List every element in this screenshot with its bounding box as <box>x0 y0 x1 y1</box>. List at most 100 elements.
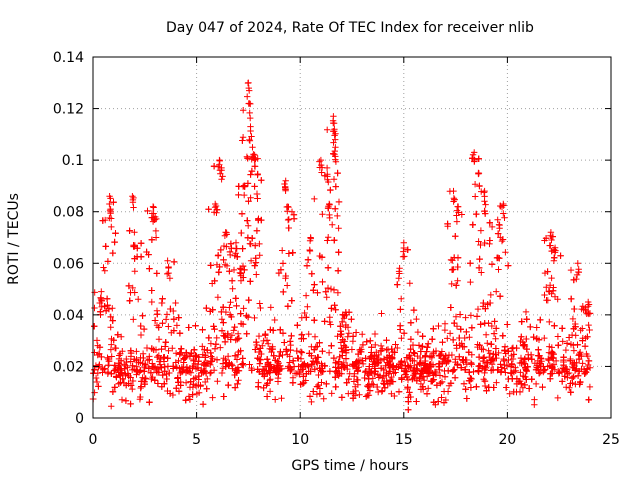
data-point <box>334 169 341 177</box>
data-point <box>444 220 451 228</box>
data-point <box>492 345 500 352</box>
data-point <box>456 334 463 342</box>
data-point <box>275 370 282 378</box>
data-point <box>182 354 189 361</box>
data-point <box>442 352 449 360</box>
data-point <box>355 350 362 358</box>
data-point <box>314 343 321 350</box>
data-point <box>484 340 491 347</box>
y-axis-label: ROTI / TECUs <box>6 193 22 285</box>
data-point <box>489 355 496 363</box>
data-point <box>239 137 246 144</box>
data-point <box>419 383 426 390</box>
data-point <box>581 343 589 350</box>
data-point <box>352 383 359 390</box>
data-point <box>420 373 427 380</box>
data-point <box>244 180 252 187</box>
data-point <box>541 291 548 299</box>
data-point <box>148 345 155 352</box>
data-point <box>109 388 117 395</box>
data-point <box>323 380 330 388</box>
data-point <box>285 224 292 232</box>
data-point <box>409 357 416 364</box>
data-point <box>435 398 442 405</box>
plot-frame <box>92 56 612 419</box>
data-point <box>300 335 307 342</box>
data-point <box>460 380 468 387</box>
data-point <box>339 336 346 343</box>
data-point <box>484 301 491 308</box>
data-point <box>199 401 207 408</box>
data-point <box>114 331 121 338</box>
data-point <box>438 378 446 386</box>
data-point <box>274 378 282 385</box>
data-point <box>263 393 271 400</box>
data-point <box>366 387 374 394</box>
data-point <box>500 357 508 365</box>
data-point <box>218 316 226 323</box>
data-point <box>584 366 591 373</box>
data-point <box>517 369 524 376</box>
data-point <box>527 323 534 331</box>
data-point <box>520 358 527 366</box>
data-point <box>247 114 254 122</box>
data-point <box>509 355 517 363</box>
data-point <box>205 334 212 342</box>
data-point <box>324 176 331 183</box>
data-point <box>122 362 129 370</box>
data-point <box>389 363 396 370</box>
data-point <box>493 254 501 262</box>
data-point <box>332 306 339 313</box>
data-point <box>191 346 198 353</box>
data-point <box>332 368 340 375</box>
data-point <box>270 327 277 334</box>
data-point <box>103 295 111 302</box>
data-point <box>253 338 260 346</box>
data-point <box>554 394 561 402</box>
data-point <box>475 169 482 177</box>
data-point <box>275 367 283 374</box>
data-point <box>108 223 115 231</box>
data-point <box>225 381 232 389</box>
data-point <box>394 281 401 288</box>
data-point <box>152 213 159 221</box>
data-point <box>344 333 351 340</box>
data-point <box>238 210 246 217</box>
data-point <box>581 370 588 377</box>
data-point <box>248 367 255 374</box>
data-point <box>576 381 583 388</box>
data-point <box>500 210 507 217</box>
data-point <box>335 358 342 365</box>
data-point <box>124 370 132 377</box>
data-point <box>240 361 247 369</box>
data-point <box>247 123 254 130</box>
data-point <box>354 376 361 384</box>
data-point <box>432 347 440 355</box>
data-point <box>404 376 412 384</box>
data-point <box>288 297 295 304</box>
data-point <box>334 370 341 377</box>
data-point <box>541 366 549 373</box>
data-point <box>492 335 499 342</box>
data-point <box>326 368 334 375</box>
data-point <box>367 337 374 344</box>
data-point <box>395 364 402 371</box>
data-point <box>481 187 488 195</box>
data-point <box>324 284 332 292</box>
data-point <box>176 365 183 372</box>
data-point <box>416 360 423 367</box>
data-point <box>226 248 234 256</box>
data-point <box>413 398 420 405</box>
data-point <box>427 361 434 368</box>
axis-ticks: 0 0.02 0.04 0.06 0.08 0.1 0.12 0.14 0 5 10 15 20 25 <box>53 50 620 448</box>
data-point <box>158 345 165 353</box>
data-point <box>116 352 123 359</box>
data-point <box>359 360 367 368</box>
data-point <box>91 389 98 396</box>
data-point <box>251 262 258 269</box>
data-point <box>548 274 555 282</box>
data-point <box>349 361 356 368</box>
data-point <box>339 318 346 326</box>
data-point <box>275 269 283 277</box>
data-point <box>328 305 335 312</box>
